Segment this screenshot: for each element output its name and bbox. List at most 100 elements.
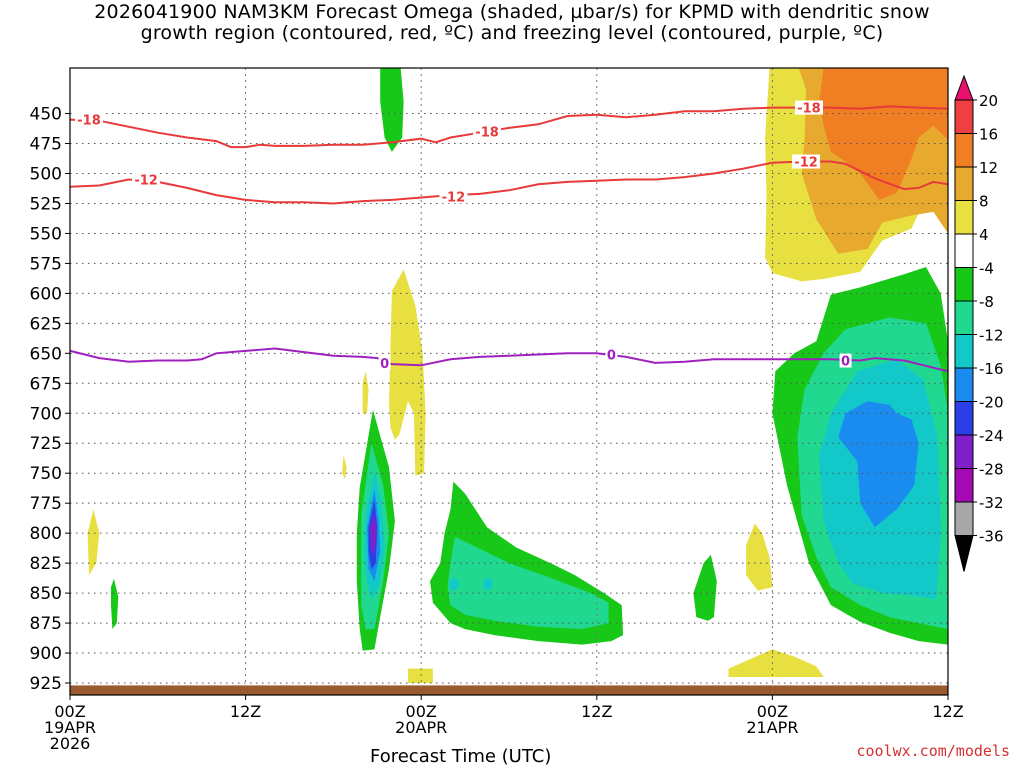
isotherm-label: 0 [607, 349, 616, 364]
isotherm--12-line [70, 160, 948, 205]
y-tick-label: 475 [30, 135, 62, 155]
colorbar-label: 12 [979, 159, 998, 177]
x-tick-label: 12Z [230, 702, 261, 721]
title-line-2: growth region (contoured, red, ºC) and f… [140, 22, 884, 44]
x-axis-label: Forecast Time (UTC) [370, 746, 552, 767]
y-tick-label: 600 [30, 284, 62, 304]
omega-region-4..8 [342, 455, 347, 480]
colorbar-bottom-arrow [954, 535, 974, 572]
y-tick-label: 750 [30, 464, 62, 484]
x-tick-label: 19APR [44, 718, 96, 737]
y-tick-label: 800 [30, 524, 62, 544]
isotherm-label: -12 [442, 190, 466, 205]
isotherm-label: -12 [794, 156, 818, 171]
omega-region--4..-8 [380, 68, 404, 152]
isotherm-label-bg [794, 100, 823, 115]
colorbar-segment [954, 233, 974, 268]
colorbar-segment [954, 434, 974, 469]
isotherm-label-bg [439, 189, 468, 204]
colorbar-label: -12 [979, 327, 1004, 345]
colorbar-label: -8 [979, 293, 994, 311]
isotherm-label-bg [792, 154, 821, 169]
isotherm-label: -18 [77, 114, 101, 129]
colorbar-label: -24 [979, 427, 1004, 445]
colorbar-segment [954, 367, 974, 402]
omega-region-4..8 [389, 269, 426, 476]
omega-region--16..-20 [838, 401, 919, 528]
y-tick-label: 900 [30, 644, 62, 664]
x-tick-label: 00Z [406, 702, 437, 721]
y-tick-label: 700 [30, 404, 62, 424]
y-tick-label: 550 [30, 224, 62, 244]
x-tick-label: 12Z [932, 702, 963, 721]
colorbar-label: 8 [979, 193, 989, 211]
colorbar-label: -4 [979, 260, 994, 278]
x-tick-label: 00Z [757, 702, 788, 721]
isotherm-label-bg [75, 112, 104, 127]
isotherm-label: -18 [797, 102, 821, 117]
colorbar-segment [954, 200, 974, 235]
omega-region--12..-16 [482, 578, 493, 591]
y-tick-label: 925 [30, 674, 62, 694]
y-tick-label: 675 [30, 374, 62, 394]
isotherm-label-bg [378, 355, 391, 370]
title-line-1: 2026041900 NAM3KM Forecast Omega (shaded… [94, 1, 930, 23]
isotherm-label-bg [605, 347, 618, 362]
colorbar-label: 20 [979, 92, 998, 110]
colorbar-segment [954, 267, 974, 302]
colorbar-segment [954, 300, 974, 335]
colorbar-segment [954, 401, 974, 436]
y-tick-label: 775 [30, 494, 62, 514]
omega-region--4..-8 [693, 554, 717, 621]
colorbar-label: -36 [979, 528, 1004, 546]
isotherm-label: -18 [475, 126, 499, 141]
omega-region--4..-8 [111, 578, 119, 630]
colorbar-segment [954, 468, 974, 503]
omega-region-4..8 [408, 668, 433, 683]
x-tick-label: 12Z [581, 702, 612, 721]
omega-region-4..8 [728, 649, 824, 677]
x-tick-label: 00Z [54, 702, 85, 721]
isotherm-label: 0 [841, 355, 850, 370]
omega-region--24..-28 [370, 512, 377, 555]
isotherm--18-line [70, 105, 948, 149]
omega-region-4..8 [87, 509, 100, 576]
y-tick-label: 850 [30, 584, 62, 604]
y-tick-label: 500 [30, 164, 62, 184]
y-tick-label: 450 [30, 105, 62, 125]
colorbar-segment [954, 133, 974, 168]
x-tick-label: 2026 [50, 734, 91, 753]
chart-title: 2026041900 NAM3KM Forecast Omega (shaded… [0, 2, 1024, 44]
plot-frame [69, 67, 949, 696]
y-tick-label: 625 [30, 314, 62, 334]
isotherm-label-bg [839, 353, 852, 368]
colorbar-top-arrow [954, 74, 974, 101]
credit-link[interactable]: coolwx.com/models [856, 742, 1010, 760]
colorbar-label: -28 [979, 461, 1004, 479]
isotherm-label-bg [132, 172, 161, 187]
colorbar-segment [954, 166, 974, 201]
y-tick-label: 725 [30, 434, 62, 454]
y-tick-label: 825 [30, 554, 62, 574]
y-tick-label: 875 [30, 614, 62, 634]
x-tick-label: 20APR [395, 718, 447, 737]
colorbar-segment [954, 501, 974, 536]
colorbar-label: 16 [979, 126, 998, 144]
isotherm-label: -12 [134, 173, 158, 188]
isotherm-label-bg [473, 124, 502, 139]
y-tick-label: 650 [30, 344, 62, 364]
omega-region-4..8 [746, 523, 773, 591]
colorbar-segment [954, 334, 974, 369]
isotherm-0-line [70, 347, 948, 373]
colorbar-label: -20 [979, 394, 1004, 412]
isotherm-label: 0 [380, 357, 389, 372]
omega-region--12..-16 [449, 578, 460, 591]
terrain-surface [70, 685, 948, 695]
colorbar-label: 4 [979, 226, 989, 244]
y-tick-label: 525 [30, 194, 62, 214]
omega-region--8..-12 [447, 536, 609, 630]
omega-region-4..8 [362, 371, 369, 414]
colorbar-segment [954, 99, 974, 134]
colorbar-label: -32 [979, 494, 1004, 512]
